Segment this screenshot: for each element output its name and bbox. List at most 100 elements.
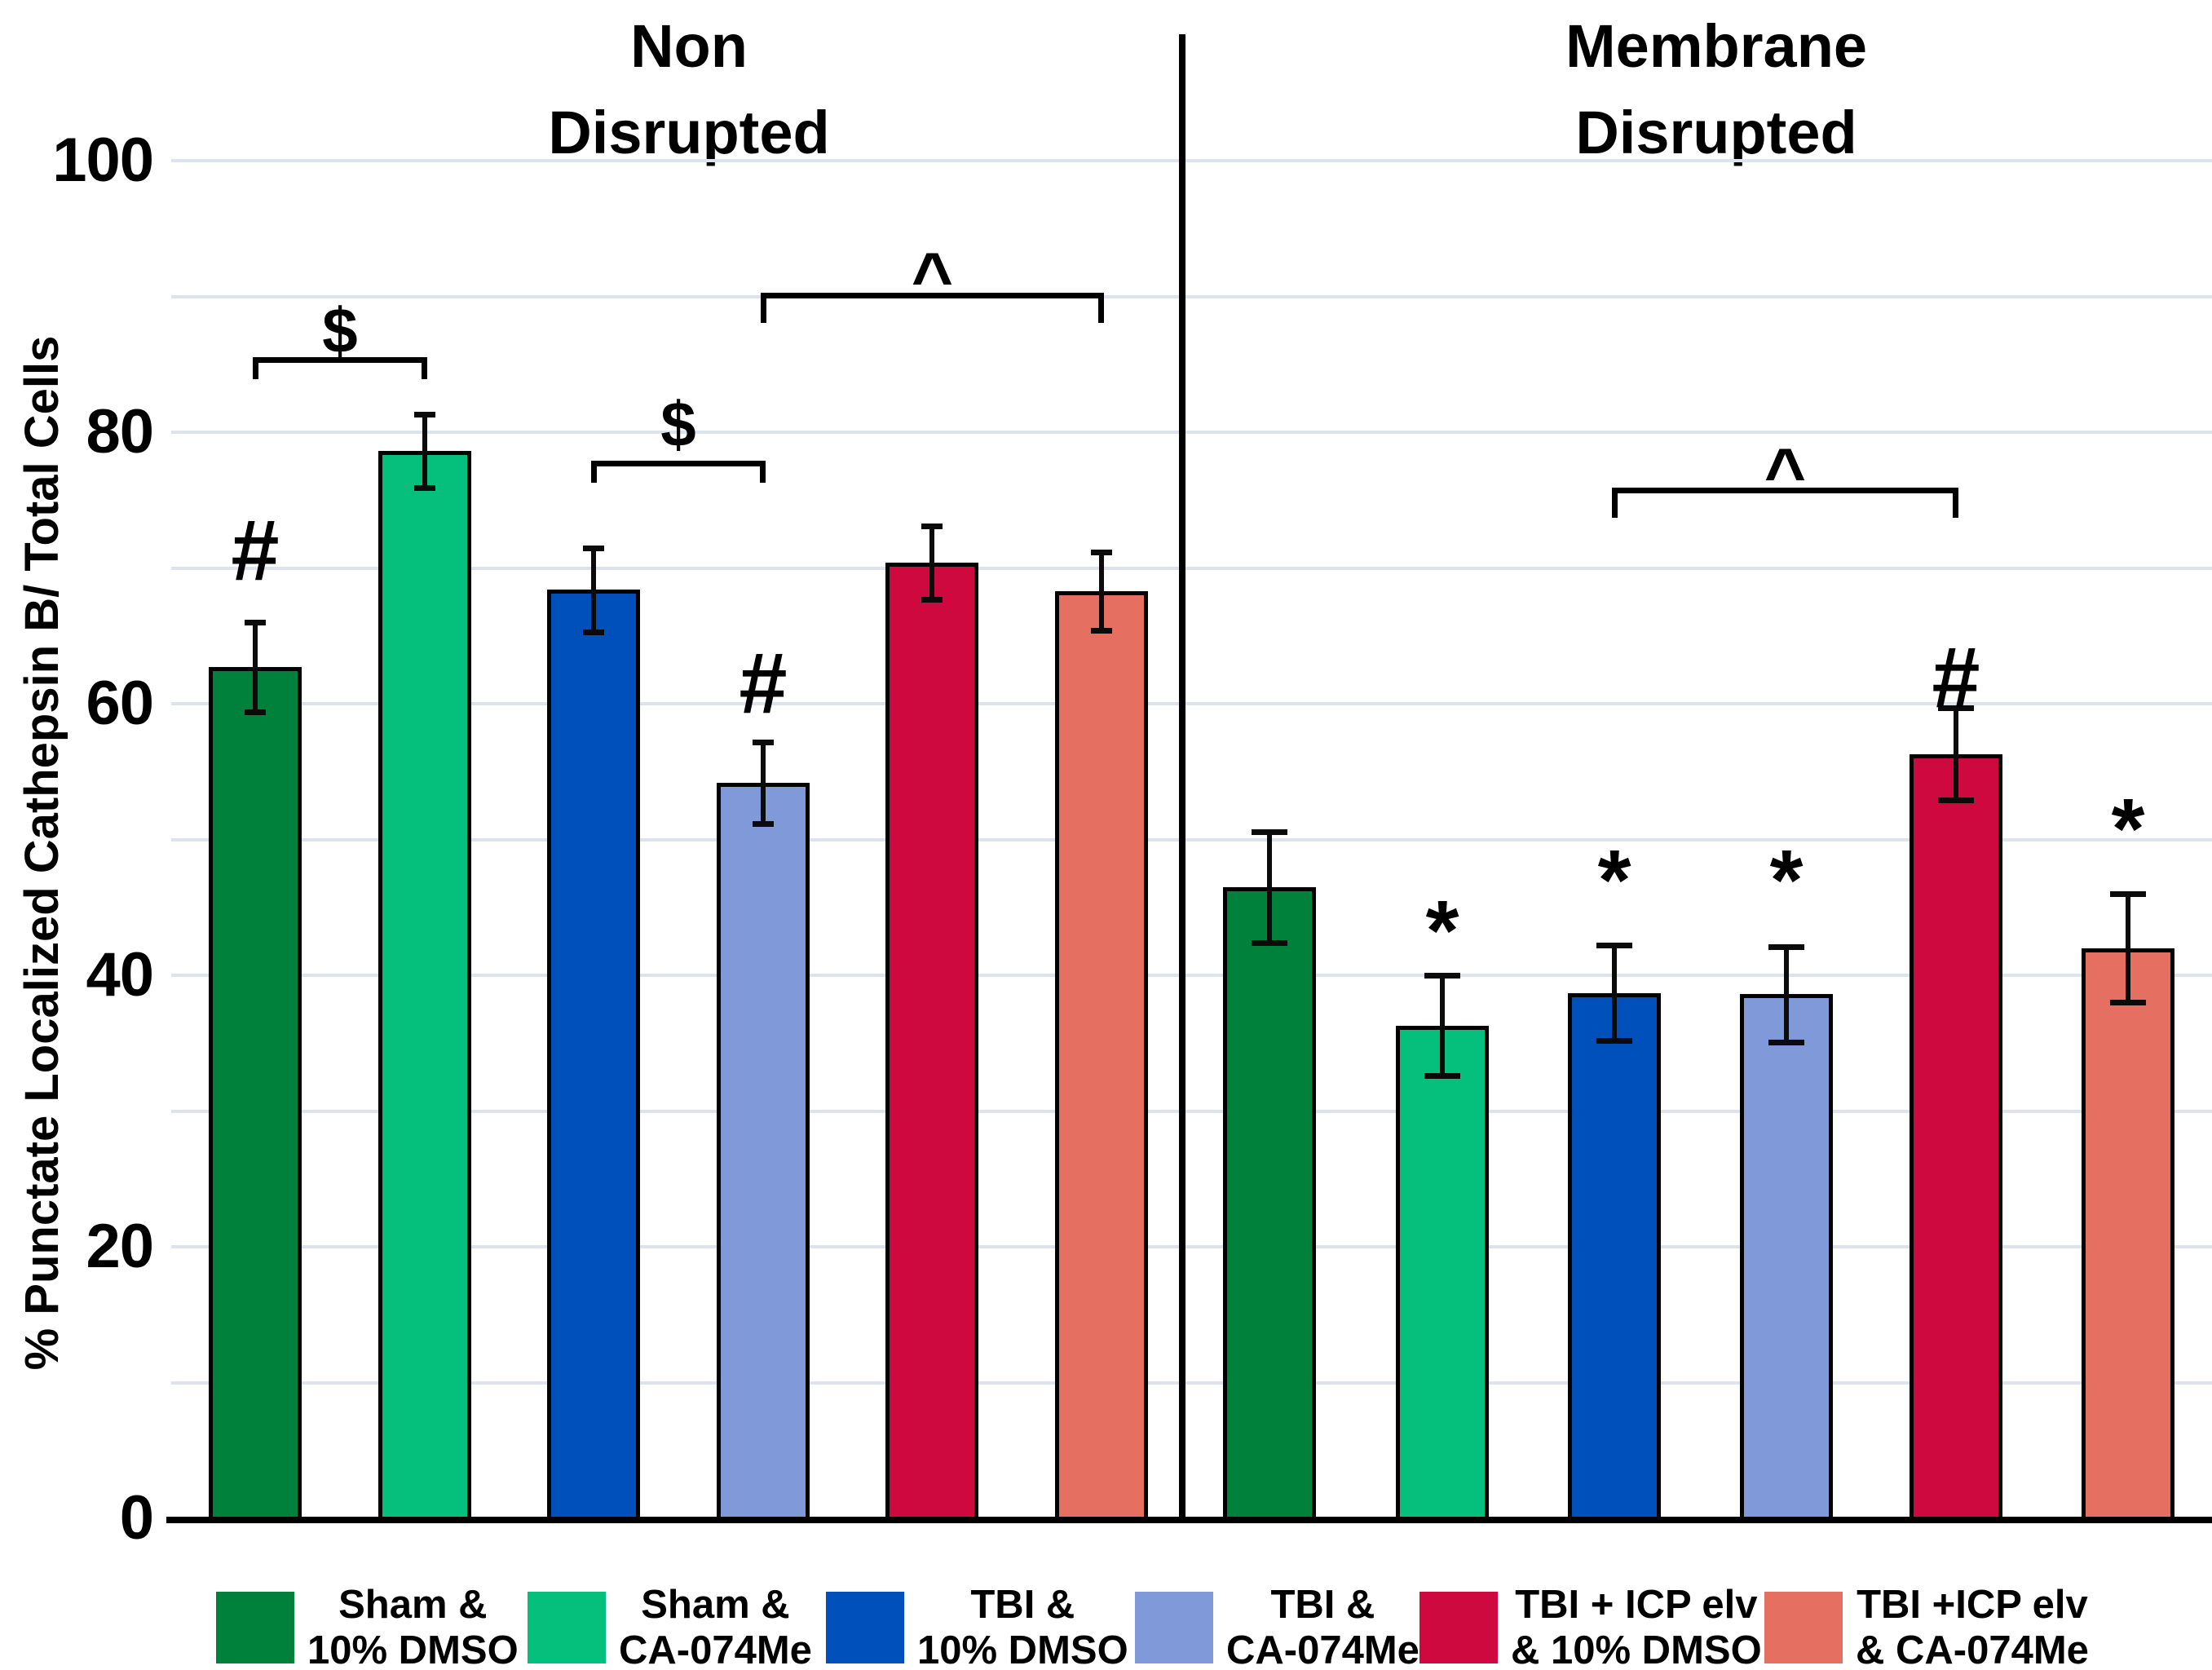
- error-bar-line-non-disrupted-sham-ca-074me: [422, 414, 427, 488]
- error-bar-cap-bottom-non-disrupted-sham-10-dmso: [245, 709, 266, 715]
- panel-title-line: Membrane: [1565, 12, 1868, 80]
- bar-membrane-disrupted-tbi-10-dmso: [1568, 992, 1661, 1523]
- gridline-100: [171, 159, 2212, 162]
- legend-item-tbi-10-dmso: TBI & 10% DMSO: [826, 1583, 1128, 1670]
- legend-label-tbi-ca-074me: TBI & CA-074Me: [1226, 1582, 1419, 1670]
- error-bar-line-membrane-disrupted-tbi-icp-elv-ca-074me: [2126, 894, 2130, 1003]
- legend-label-tbi-icp-elv-10-dmso: TBI + ICP elv & 10% DMSO: [1511, 1582, 1762, 1670]
- legend-label-line: TBI &: [1270, 1583, 1375, 1627]
- panel-separator-line: [1179, 34, 1185, 1520]
- significance-bracket-4: [1612, 488, 1958, 519]
- error-bar-line-membrane-disrupted-tbi-10-dmso: [1612, 945, 1617, 1040]
- error-bar-cap-top-membrane-disrupted-tbi-10-dmso: [1596, 943, 1632, 949]
- legend-label-sham-ca-074me: Sham & CA-074Me: [619, 1582, 812, 1670]
- error-bar-line-membrane-disrupted-sham-10-dmso: [1267, 831, 1272, 943]
- error-bar-line-non-disrupted-tbi-icp-elv-ca-074me: [1099, 551, 1104, 631]
- legend-item-tbi-icp-elv-ca-074me: TBI +ICP elv & CA-074Me: [1764, 1583, 2089, 1670]
- error-bar-cap-top-membrane-disrupted-sham-ca-074me: [1424, 973, 1460, 979]
- legend-label-line: CA-074Me: [1226, 1628, 1419, 1670]
- error-bar-cap-bottom-non-disrupted-tbi-ca-074me: [753, 820, 774, 827]
- legend-item-tbi-ca-074me: TBI & CA-074Me: [1135, 1583, 1419, 1670]
- legend-label-line: Sham &: [338, 1583, 488, 1627]
- legend-swatch-tbi-ca-074me: [1135, 1592, 1213, 1663]
- significance-bracket-symbol-4: ^: [1764, 432, 1807, 514]
- gridline-20: [171, 1245, 2212, 1248]
- panel-title-line: Disrupted: [548, 99, 830, 166]
- error-bar-cap-bottom-membrane-disrupted-sham-ca-074me: [1424, 1073, 1460, 1080]
- y-tick-label-20: 20: [86, 1212, 154, 1281]
- bar-non-disrupted-sham-ca-074me: [378, 451, 471, 1523]
- significance-marker-non-disrupted-tbi-ca-074me: #: [739, 635, 788, 732]
- gridline-70: [171, 566, 2212, 570]
- error-bar-cap-bottom-non-disrupted-tbi-icp-elv-ca-074me: [1091, 628, 1112, 634]
- legend-swatch-tbi-icp-elv-10-dmso: [1419, 1592, 1498, 1663]
- legend-swatch-tbi-icp-elv-ca-074me: [1764, 1592, 1843, 1663]
- significance-marker-membrane-disrupted-tbi-ca-074me: *: [1769, 832, 1804, 928]
- significance-bracket-2: [591, 460, 766, 483]
- error-bar-cap-top-non-disrupted-tbi-icp-elv-ca-074me: [1091, 549, 1112, 555]
- legend-label-line: & CA-074Me: [1856, 1628, 2089, 1670]
- significance-bracket-symbol-1: $: [322, 294, 358, 367]
- panel-title-line: Non: [630, 12, 748, 80]
- significance-bracket-symbol-3: ^: [911, 236, 954, 318]
- legend-label-sham-10-dmso: Sham & 10% DMSO: [307, 1582, 519, 1670]
- significance-bracket-symbol-2: $: [660, 388, 696, 460]
- legend-label-line: 10% DMSO: [917, 1628, 1128, 1670]
- y-tick-label-80: 80: [86, 397, 154, 466]
- bar-membrane-disrupted-tbi-ca-074me: [1740, 994, 1833, 1523]
- gridline-90: [171, 294, 2212, 298]
- error-bar-cap-top-membrane-disrupted-tbi-icp-elv-10-dmso: [1938, 705, 1974, 711]
- error-bar-line-non-disrupted-sham-10-dmso: [253, 622, 258, 712]
- panel-title-non-disrupted: Non Disrupted: [363, 3, 1015, 176]
- legend-swatch-sham-10-dmso: [216, 1592, 294, 1663]
- legend-item-tbi-icp-elv-10-dmso: TBI + ICP elv & 10% DMSO: [1419, 1583, 1762, 1670]
- gridline-10: [171, 1381, 2212, 1385]
- bar-membrane-disrupted-tbi-icp-elv-ca-074me: [2082, 948, 2174, 1523]
- error-bar-cap-top-non-disrupted-tbi-ca-074me: [753, 739, 774, 745]
- x-axis-line: [166, 1517, 2212, 1523]
- y-tick-label-40: 40: [86, 940, 154, 1010]
- significance-marker-membrane-disrupted-sham-ca-074me: *: [1425, 882, 1459, 979]
- panel-title-membrane-disrupted: Membrane Disrupted: [1390, 3, 2042, 176]
- error-bar-cap-bottom-membrane-disrupted-tbi-ca-074me: [1768, 1039, 1804, 1045]
- error-bar-cap-top-non-disrupted-sham-10-dmso: [245, 620, 266, 626]
- error-bar-line-non-disrupted-tbi-10-dmso: [591, 547, 596, 632]
- legend-label-line: 10% DMSO: [307, 1628, 519, 1670]
- y-tick-label-60: 60: [86, 669, 154, 738]
- error-bar-cap-top-non-disrupted-sham-ca-074me: [414, 412, 435, 418]
- bar-non-disrupted-sham-10-dmso: [209, 667, 302, 1523]
- legend-item-sham-10-dmso: Sham & 10% DMSO: [216, 1583, 519, 1670]
- error-bar-line-non-disrupted-tbi-icp-elv-10-dmso: [929, 525, 934, 599]
- error-bar-line-non-disrupted-tbi-ca-074me: [761, 741, 766, 824]
- legend-swatch-tbi-10-dmso: [826, 1592, 904, 1663]
- significance-marker-non-disrupted-sham-10-dmso: #: [231, 501, 280, 599]
- significance-marker-membrane-disrupted-tbi-icp-elv-ca-074me: *: [2111, 780, 2145, 877]
- error-bar-cap-bottom-membrane-disrupted-tbi-10-dmso: [1596, 1037, 1632, 1044]
- error-bar-cap-bottom-non-disrupted-tbi-10-dmso: [583, 629, 604, 635]
- error-bar-cap-top-non-disrupted-tbi-icp-elv-10-dmso: [921, 523, 943, 529]
- legend-swatch-sham-ca-074me: [528, 1592, 606, 1663]
- error-bar-cap-top-non-disrupted-tbi-10-dmso: [583, 545, 604, 551]
- y-tick-label-100: 100: [52, 126, 154, 195]
- error-bar-cap-bottom-membrane-disrupted-sham-10-dmso: [1252, 940, 1287, 947]
- gridline-50: [171, 837, 2212, 842]
- error-bar-line-membrane-disrupted-tbi-icp-elv-10-dmso: [1954, 707, 1958, 801]
- y-tick-label-0: 0: [119, 1483, 154, 1553]
- error-bar-cap-bottom-membrane-disrupted-tbi-icp-elv-10-dmso: [1938, 797, 1974, 804]
- bar-non-disrupted-tbi-icp-elv-ca-074me: [1055, 590, 1148, 1523]
- legend-item-sham-ca-074me: Sham & CA-074Me: [528, 1583, 812, 1670]
- legend-label-tbi-icp-elv-ca-074me: TBI +ICP elv & CA-074Me: [1856, 1582, 2089, 1670]
- error-bar-cap-top-membrane-disrupted-tbi-ca-074me: [1768, 944, 1804, 951]
- error-bar-cap-bottom-non-disrupted-tbi-icp-elv-10-dmso: [921, 596, 943, 603]
- bar-membrane-disrupted-sham-10-dmso: [1223, 886, 1316, 1523]
- bar-membrane-disrupted-tbi-icp-elv-10-dmso: [1910, 753, 2002, 1523]
- error-bar-line-membrane-disrupted-tbi-ca-074me: [1784, 947, 1789, 1042]
- gridline-40: [171, 974, 2212, 977]
- error-bar-cap-top-membrane-disrupted-sham-10-dmso: [1252, 828, 1287, 835]
- error-bar-cap-top-membrane-disrupted-tbi-icp-elv-ca-074me: [2110, 891, 2146, 898]
- bar-non-disrupted-tbi-ca-074me: [717, 782, 810, 1523]
- gridline-60: [171, 702, 2212, 705]
- gridline-80: [171, 431, 2212, 434]
- gridline-30: [171, 1109, 2212, 1113]
